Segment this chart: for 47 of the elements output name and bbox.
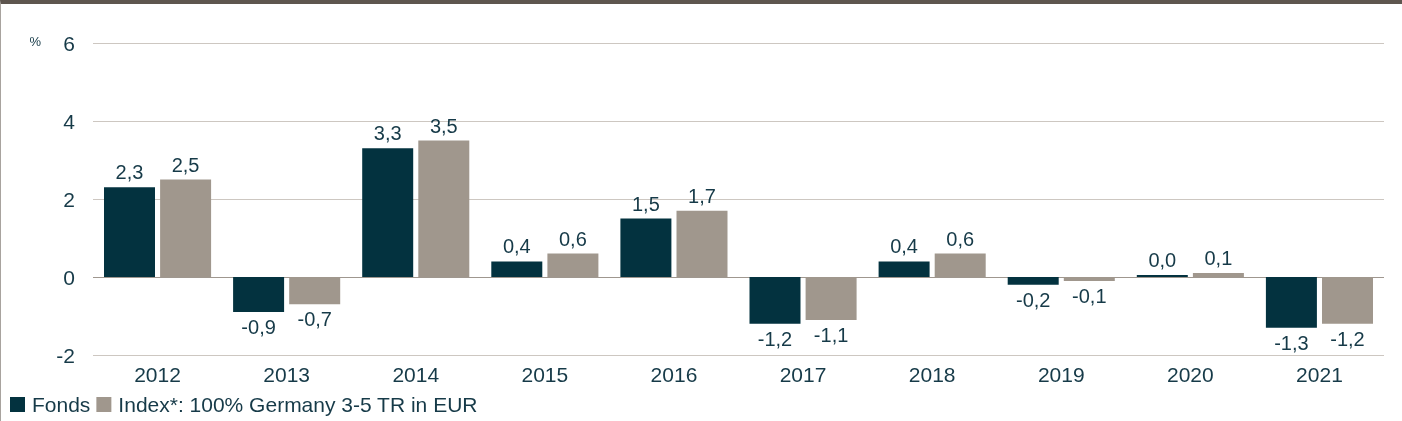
x-tick-label: 2015 bbox=[521, 363, 569, 386]
data-label: 2,5 bbox=[171, 153, 200, 176]
y-tick-label: 0 bbox=[63, 265, 75, 289]
x-tick-label: 2016 bbox=[650, 363, 698, 386]
x-tick-label: 2021 bbox=[1296, 363, 1343, 386]
y-tick-label: -2 bbox=[56, 343, 75, 367]
bar bbox=[104, 187, 155, 277]
data-label: 0,6 bbox=[946, 227, 975, 250]
legend-label: Fonds bbox=[32, 393, 91, 416]
data-label: 2,3 bbox=[115, 161, 144, 184]
bar bbox=[620, 218, 672, 277]
data-label: 0,4 bbox=[890, 235, 919, 258]
bar bbox=[362, 148, 414, 277]
data-label: 3,3 bbox=[373, 122, 402, 145]
data-label: 3,5 bbox=[429, 114, 458, 137]
data-label: -1,2 bbox=[757, 327, 793, 350]
bar bbox=[878, 261, 930, 277]
y-axis-title: % bbox=[29, 33, 42, 49]
data-label: -1,3 bbox=[1274, 331, 1309, 354]
x-tick-label: 2013 bbox=[263, 363, 311, 386]
data-label: 1,5 bbox=[631, 192, 660, 215]
data-label: -0,9 bbox=[241, 316, 276, 339]
x-tick-label: 2012 bbox=[134, 363, 181, 386]
bar bbox=[1007, 277, 1059, 285]
bar bbox=[749, 277, 801, 324]
x-tick-label: 2018 bbox=[908, 363, 956, 386]
bar bbox=[491, 261, 543, 277]
data-label: -1,2 bbox=[1330, 327, 1365, 350]
x-tick-label: 2019 bbox=[1037, 363, 1085, 386]
data-label: -0,2 bbox=[1015, 288, 1051, 311]
x-tick-label: 2020 bbox=[1166, 363, 1214, 386]
legend-label: Index*: 100% Germany 3-5 TR in EUR bbox=[118, 393, 478, 416]
data-label: 0,6 bbox=[558, 227, 587, 250]
y-tick-label: 4 bbox=[63, 109, 76, 133]
y-tick-label: 2 bbox=[63, 187, 75, 211]
data-label: 1,7 bbox=[688, 184, 716, 207]
data-label: 0,4 bbox=[502, 235, 531, 258]
data-label: -0,1 bbox=[1072, 284, 1107, 307]
bar bbox=[1265, 277, 1317, 328]
bar bbox=[233, 277, 285, 313]
data-label: -0,7 bbox=[297, 308, 332, 331]
x-tick-label: 2017 bbox=[779, 363, 827, 386]
x-tick-label: 2014 bbox=[392, 363, 440, 386]
data-label: 0,0 bbox=[1148, 249, 1177, 271]
y-tick-label: 6 bbox=[63, 31, 75, 55]
data-label: 0,1 bbox=[1204, 247, 1233, 270]
data-label: -1,1 bbox=[813, 323, 849, 346]
